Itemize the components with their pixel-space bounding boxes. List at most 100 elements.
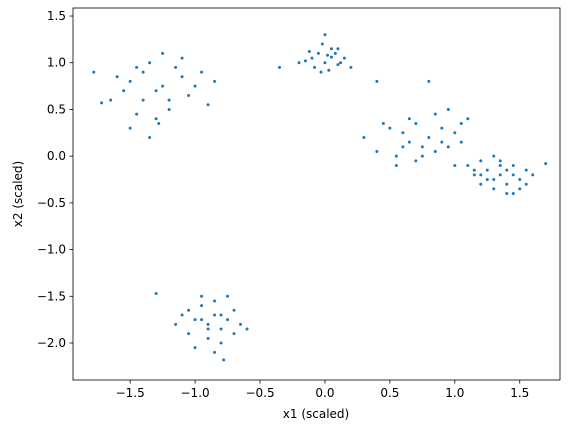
- point: [498, 164, 502, 168]
- point: [472, 168, 476, 172]
- point: [505, 182, 509, 186]
- point: [339, 61, 343, 65]
- point: [407, 117, 411, 121]
- point: [245, 327, 249, 331]
- point: [336, 63, 340, 67]
- point: [420, 154, 424, 158]
- point: [326, 53, 330, 57]
- point: [472, 173, 476, 177]
- point: [193, 84, 197, 88]
- x-tick-label: −1.0: [181, 386, 210, 400]
- point: [518, 187, 522, 191]
- point: [329, 55, 333, 59]
- point: [433, 149, 437, 153]
- point: [219, 341, 223, 345]
- point: [310, 56, 314, 60]
- point: [307, 50, 311, 54]
- point: [492, 187, 496, 191]
- point: [167, 98, 171, 102]
- point: [232, 308, 236, 312]
- point: [427, 79, 431, 83]
- point: [167, 107, 171, 111]
- point: [323, 61, 327, 65]
- point: [362, 135, 366, 139]
- point: [401, 145, 405, 149]
- point: [135, 65, 139, 69]
- point: [148, 135, 152, 139]
- point: [485, 178, 489, 182]
- point: [109, 98, 113, 102]
- point: [187, 332, 191, 336]
- point: [206, 103, 210, 107]
- point: [414, 159, 418, 163]
- point: [200, 318, 204, 322]
- point: [323, 33, 327, 37]
- point: [180, 313, 184, 317]
- point: [511, 164, 515, 168]
- point: [320, 42, 324, 46]
- point: [329, 47, 333, 51]
- point: [485, 168, 489, 172]
- point: [128, 79, 132, 83]
- point: [394, 164, 398, 168]
- point: [459, 121, 463, 125]
- point: [466, 117, 470, 121]
- point: [193, 318, 197, 322]
- point: [100, 101, 104, 105]
- point: [141, 98, 145, 102]
- point: [200, 294, 204, 298]
- point: [154, 291, 158, 295]
- point: [319, 70, 323, 74]
- point: [277, 65, 281, 69]
- point: [414, 121, 418, 125]
- point: [479, 159, 483, 163]
- point: [219, 327, 223, 331]
- point: [336, 47, 340, 51]
- point: [157, 121, 161, 125]
- point: [316, 51, 320, 55]
- point: [394, 154, 398, 158]
- plot-frame: [72, 7, 561, 381]
- point: [511, 192, 515, 196]
- point: [187, 93, 191, 97]
- point: [226, 294, 230, 298]
- point: [122, 89, 126, 93]
- point: [498, 159, 502, 163]
- point: [206, 336, 210, 340]
- point: [313, 65, 317, 69]
- y-tick-label: −1.0: [37, 243, 66, 257]
- point: [381, 121, 385, 125]
- point: [433, 112, 437, 116]
- point: [505, 192, 509, 196]
- point: [141, 70, 145, 74]
- point: [466, 164, 470, 168]
- point: [213, 79, 217, 83]
- x-tick-label: 1.0: [445, 386, 464, 400]
- point: [135, 112, 139, 116]
- point: [459, 140, 463, 144]
- point: [232, 332, 236, 336]
- point: [407, 140, 411, 144]
- point: [148, 61, 152, 65]
- point: [440, 126, 444, 130]
- x-axis-label: x1 (scaled): [283, 407, 349, 421]
- point: [498, 173, 502, 177]
- point: [180, 75, 184, 79]
- point: [440, 140, 444, 144]
- point: [115, 75, 119, 79]
- point: [327, 68, 331, 72]
- y-tick-label: 1.5: [47, 9, 66, 23]
- point: [213, 350, 217, 354]
- x-tick-label: 0.0: [315, 386, 334, 400]
- y-tick-label: 0.0: [47, 149, 66, 163]
- x-tick-label: 1.5: [510, 386, 529, 400]
- point: [492, 178, 496, 182]
- point: [420, 145, 424, 149]
- point: [222, 358, 226, 362]
- point: [531, 173, 535, 177]
- y-tick-label: 1.0: [47, 56, 66, 70]
- point: [206, 322, 210, 326]
- point: [154, 117, 158, 121]
